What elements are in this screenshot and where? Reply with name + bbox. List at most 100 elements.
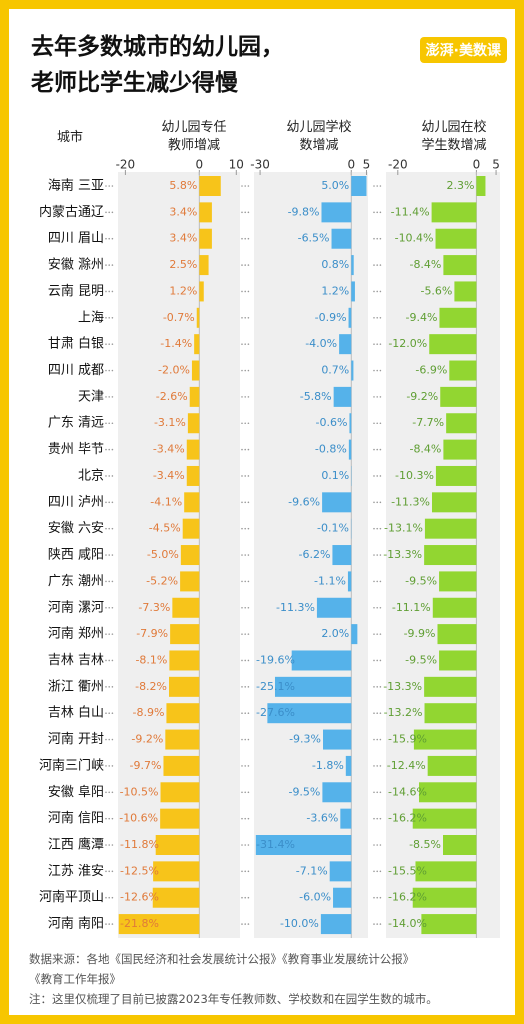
row-dot — [108, 290, 110, 293]
category-label: 四川 眉山 — [48, 231, 104, 246]
bar — [322, 782, 352, 803]
bar — [427, 755, 477, 776]
category-label: 江苏 淮安 — [48, 863, 104, 879]
row-dot — [247, 844, 250, 846]
row-dot — [111, 870, 114, 873]
value-label: -0.6% — [316, 416, 348, 429]
value-label: -13.2% — [384, 706, 423, 719]
row-dot — [111, 527, 114, 530]
value-label: -11.3% — [391, 495, 430, 508]
category-label: 河南 南阳 — [48, 916, 104, 932]
row-dot — [241, 396, 243, 398]
row-dot — [376, 501, 379, 504]
bar — [169, 650, 200, 671]
series-header: 幼儿园在校 学生数增减 — [421, 120, 487, 153]
value-label: 5.8% — [169, 179, 197, 192]
row-dot — [247, 923, 250, 925]
bar — [118, 914, 200, 935]
row-dot — [244, 923, 246, 925]
bar — [348, 439, 352, 460]
bar — [340, 808, 352, 829]
row-dot — [247, 527, 250, 530]
value-label: -7.9% — [136, 627, 168, 640]
bar — [439, 650, 477, 671]
value-label: -12.6% — [120, 891, 159, 904]
value-label: -9.2% — [406, 390, 438, 403]
bar — [439, 571, 477, 592]
row-dot — [105, 923, 107, 925]
x-tick-label: 5 — [363, 158, 371, 172]
row-dot — [108, 817, 110, 820]
value-label: -0.1% — [317, 522, 349, 535]
value-label: -8.5% — [409, 838, 441, 851]
row-dot — [247, 633, 250, 635]
bar — [454, 281, 477, 302]
row-dot — [373, 237, 375, 240]
bar — [199, 255, 209, 276]
row-dot — [108, 475, 110, 477]
row-dot — [105, 817, 107, 820]
row-dot — [105, 712, 107, 714]
value-label: -12.5% — [120, 864, 159, 877]
row-dot — [247, 237, 250, 240]
value-label: -4.1% — [150, 495, 182, 508]
row-dot — [376, 712, 379, 714]
value-label: -1.4% — [160, 337, 192, 350]
row-dot — [379, 712, 382, 714]
row-dot — [111, 738, 114, 741]
row-dot — [108, 211, 110, 214]
bar — [347, 571, 352, 592]
row-dot — [244, 185, 246, 187]
row-dot — [373, 422, 375, 425]
row-dot — [108, 659, 110, 662]
bar — [267, 703, 352, 724]
row-dot — [376, 686, 379, 688]
row-dot — [105, 554, 107, 556]
value-label: -9.8% — [288, 205, 320, 218]
value-label: -9.7% — [130, 759, 162, 772]
bar — [449, 360, 477, 381]
bar — [199, 281, 204, 302]
value-label: -8.4% — [409, 443, 441, 456]
row-dot — [373, 765, 375, 767]
value-label: -9.5% — [405, 653, 437, 666]
category-label: 河南平顶山 — [39, 889, 104, 905]
value-label: -13.3% — [383, 548, 422, 561]
row-dot — [241, 896, 243, 899]
value-label: 5.0% — [321, 179, 349, 192]
row-dot — [244, 896, 246, 899]
bar — [316, 597, 352, 618]
row-dot — [105, 659, 107, 662]
row-dot — [244, 765, 246, 767]
row-dot — [244, 844, 246, 846]
bar — [431, 202, 477, 223]
row-dot — [376, 896, 379, 899]
row-dot — [244, 211, 246, 214]
row-dot — [241, 659, 243, 662]
bar — [333, 887, 352, 908]
row-dot — [379, 791, 382, 794]
bar — [321, 202, 352, 223]
row-dot — [108, 686, 110, 688]
row-dot — [241, 870, 243, 873]
row-dot — [376, 791, 379, 794]
row-dot — [108, 527, 110, 530]
bar — [440, 386, 477, 407]
x-tick-label: 0 — [473, 158, 481, 172]
row-dot — [111, 686, 114, 688]
row-dot — [241, 817, 243, 820]
row-dot — [108, 422, 110, 425]
row-dot — [376, 580, 379, 583]
row-dot — [108, 844, 110, 846]
row-dot — [373, 475, 375, 477]
value-label: -14.6% — [388, 785, 427, 798]
row-dot — [379, 290, 382, 293]
value-label: -10.5% — [120, 785, 159, 798]
footer: 数据来源：各地《国民经济和社会发展统计公报》《教育事业发展统计公报》 《教育工作… — [29, 949, 438, 1009]
row-dot — [241, 765, 243, 767]
row-dot — [108, 237, 110, 240]
row-dot — [373, 396, 375, 398]
bar — [424, 545, 477, 566]
row-dot — [241, 475, 243, 477]
